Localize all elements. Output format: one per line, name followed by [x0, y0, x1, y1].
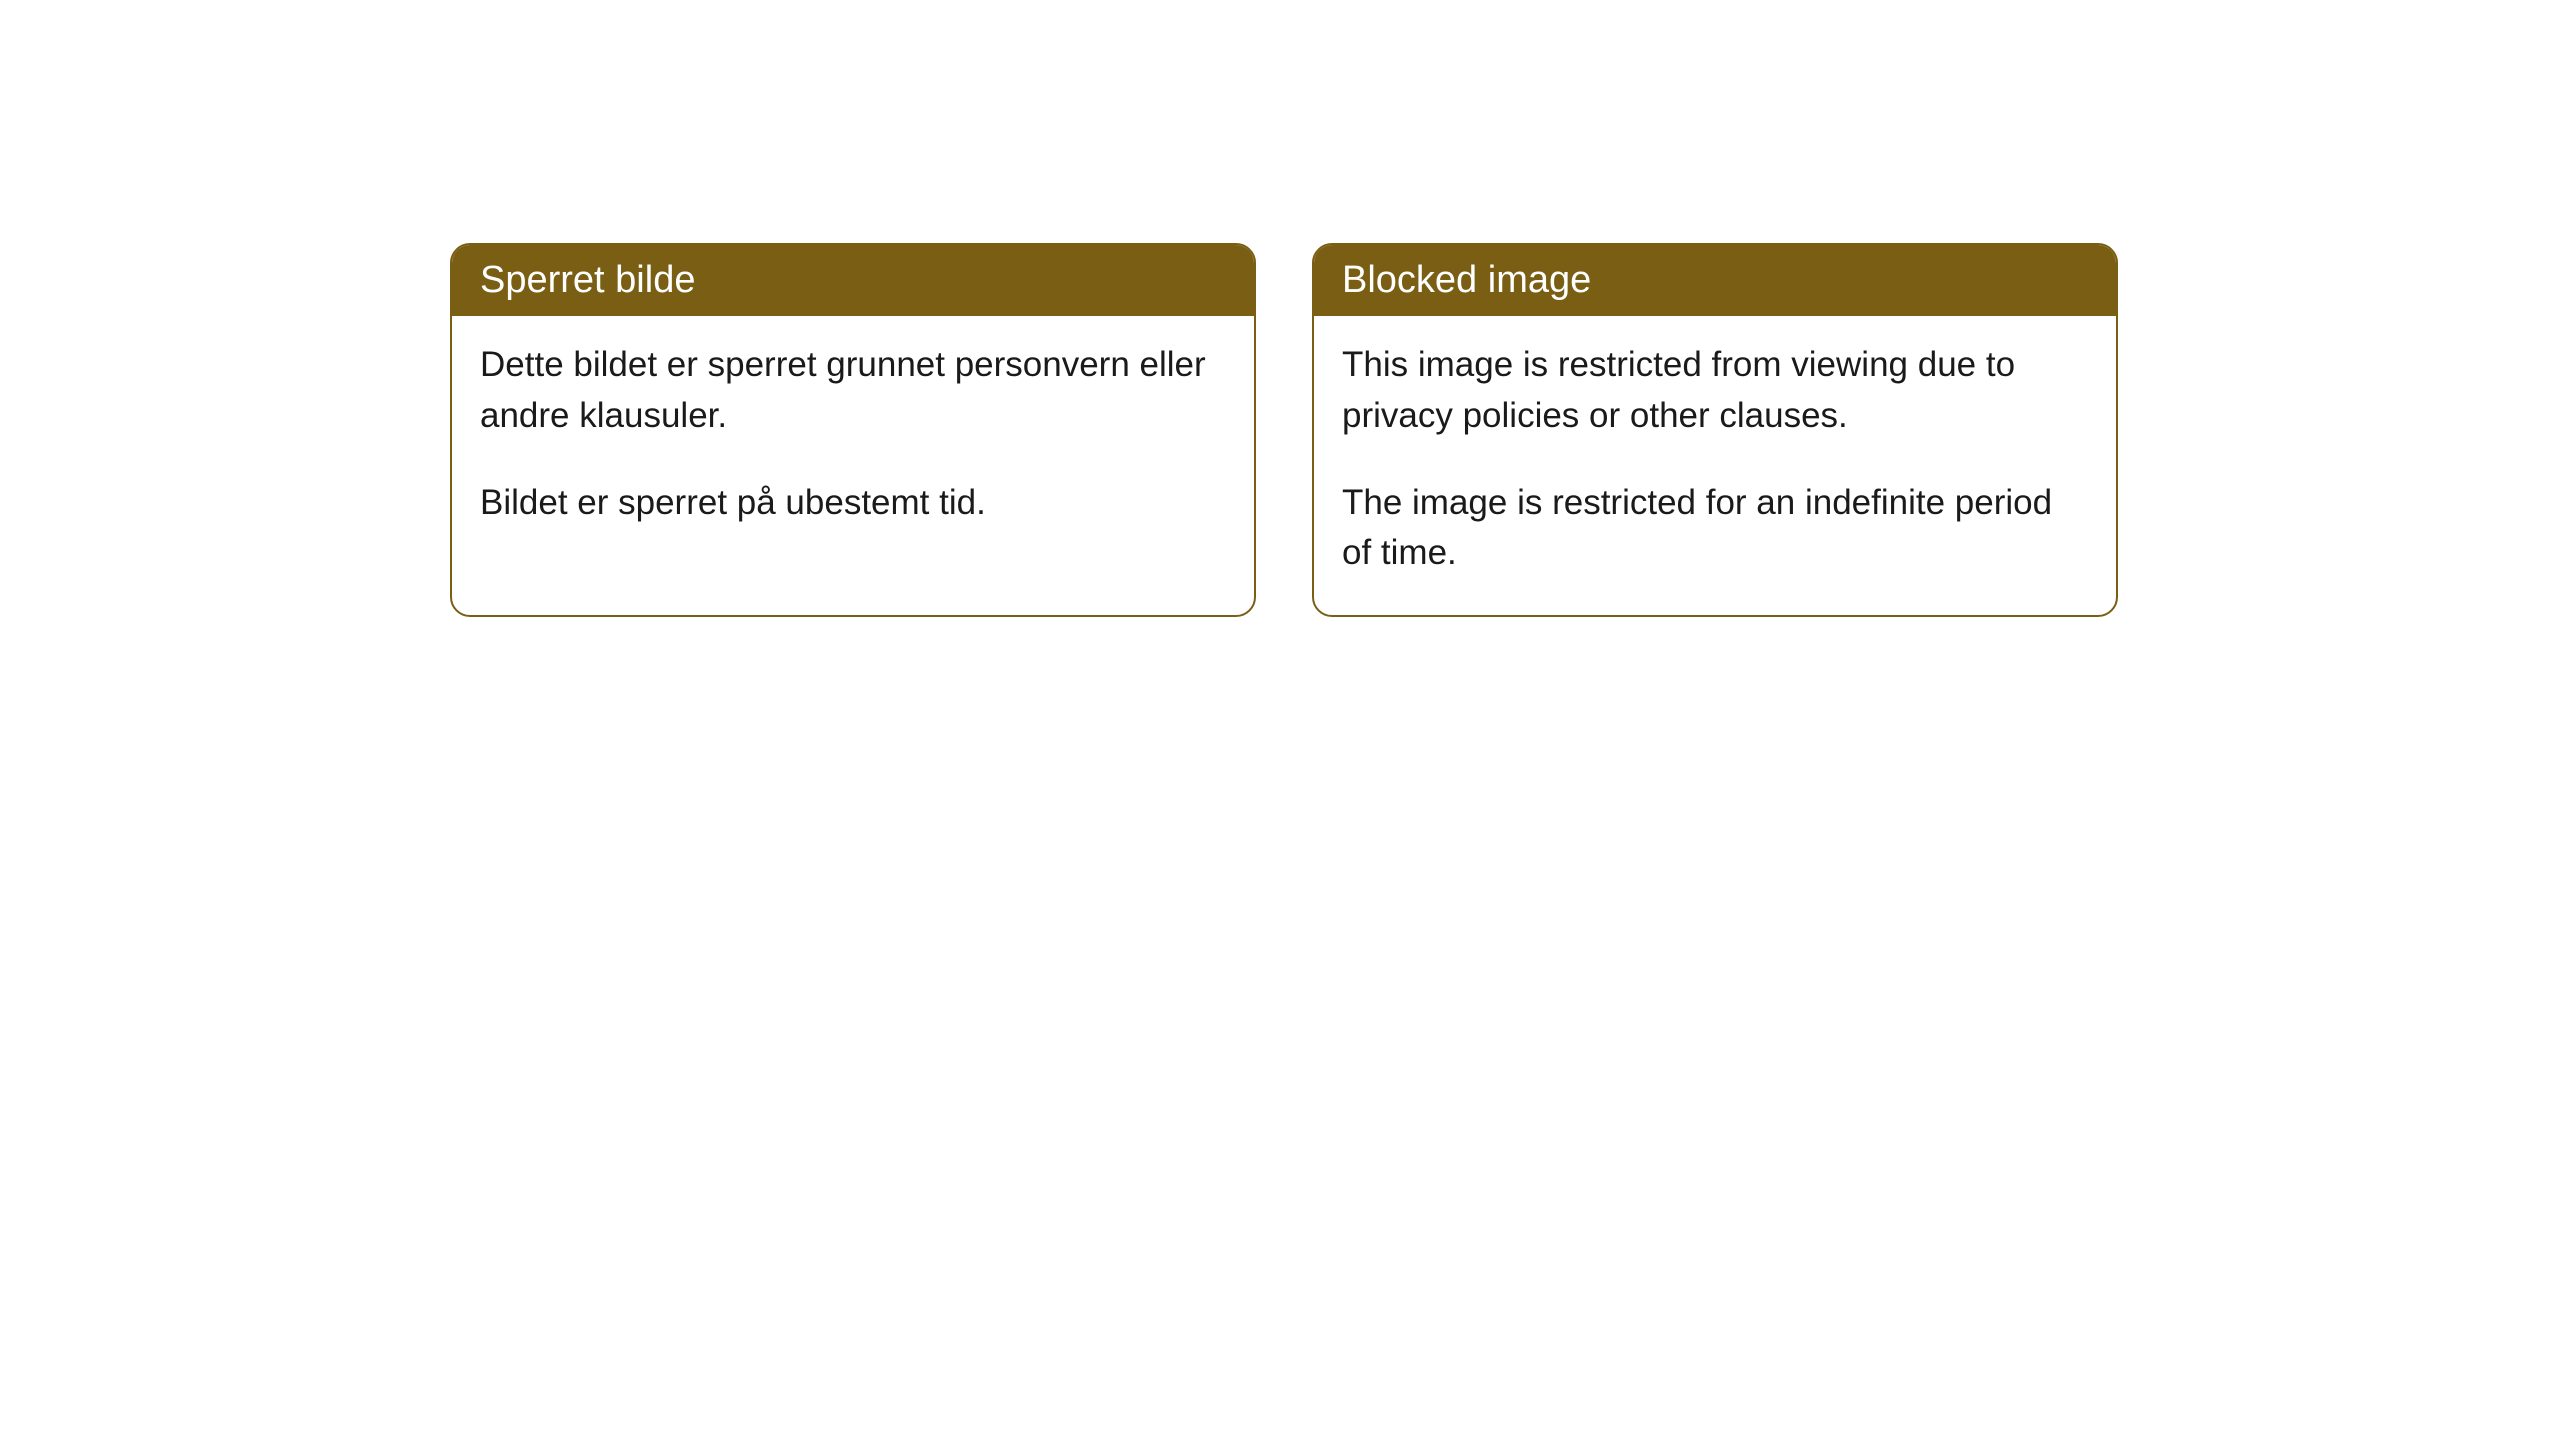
notice-paragraph: Bildet er sperret på ubestemt tid. [480, 478, 1226, 529]
notice-body-norwegian: Dette bildet er sperret grunnet personve… [452, 316, 1254, 564]
notice-header-norwegian: Sperret bilde [452, 245, 1254, 316]
notice-paragraph: The image is restricted for an indefinit… [1342, 478, 2088, 580]
notice-title: Sperret bilde [480, 259, 695, 301]
notice-header-english: Blocked image [1314, 245, 2116, 316]
notice-card-norwegian: Sperret bilde Dette bildet er sperret gr… [450, 243, 1256, 617]
notice-paragraph: Dette bildet er sperret grunnet personve… [480, 340, 1226, 442]
notice-body-english: This image is restricted from viewing du… [1314, 316, 2116, 615]
notice-title: Blocked image [1342, 259, 1591, 301]
notice-card-english: Blocked image This image is restricted f… [1312, 243, 2118, 617]
notice-cards-container: Sperret bilde Dette bildet er sperret gr… [450, 243, 2118, 617]
notice-paragraph: This image is restricted from viewing du… [1342, 340, 2088, 442]
